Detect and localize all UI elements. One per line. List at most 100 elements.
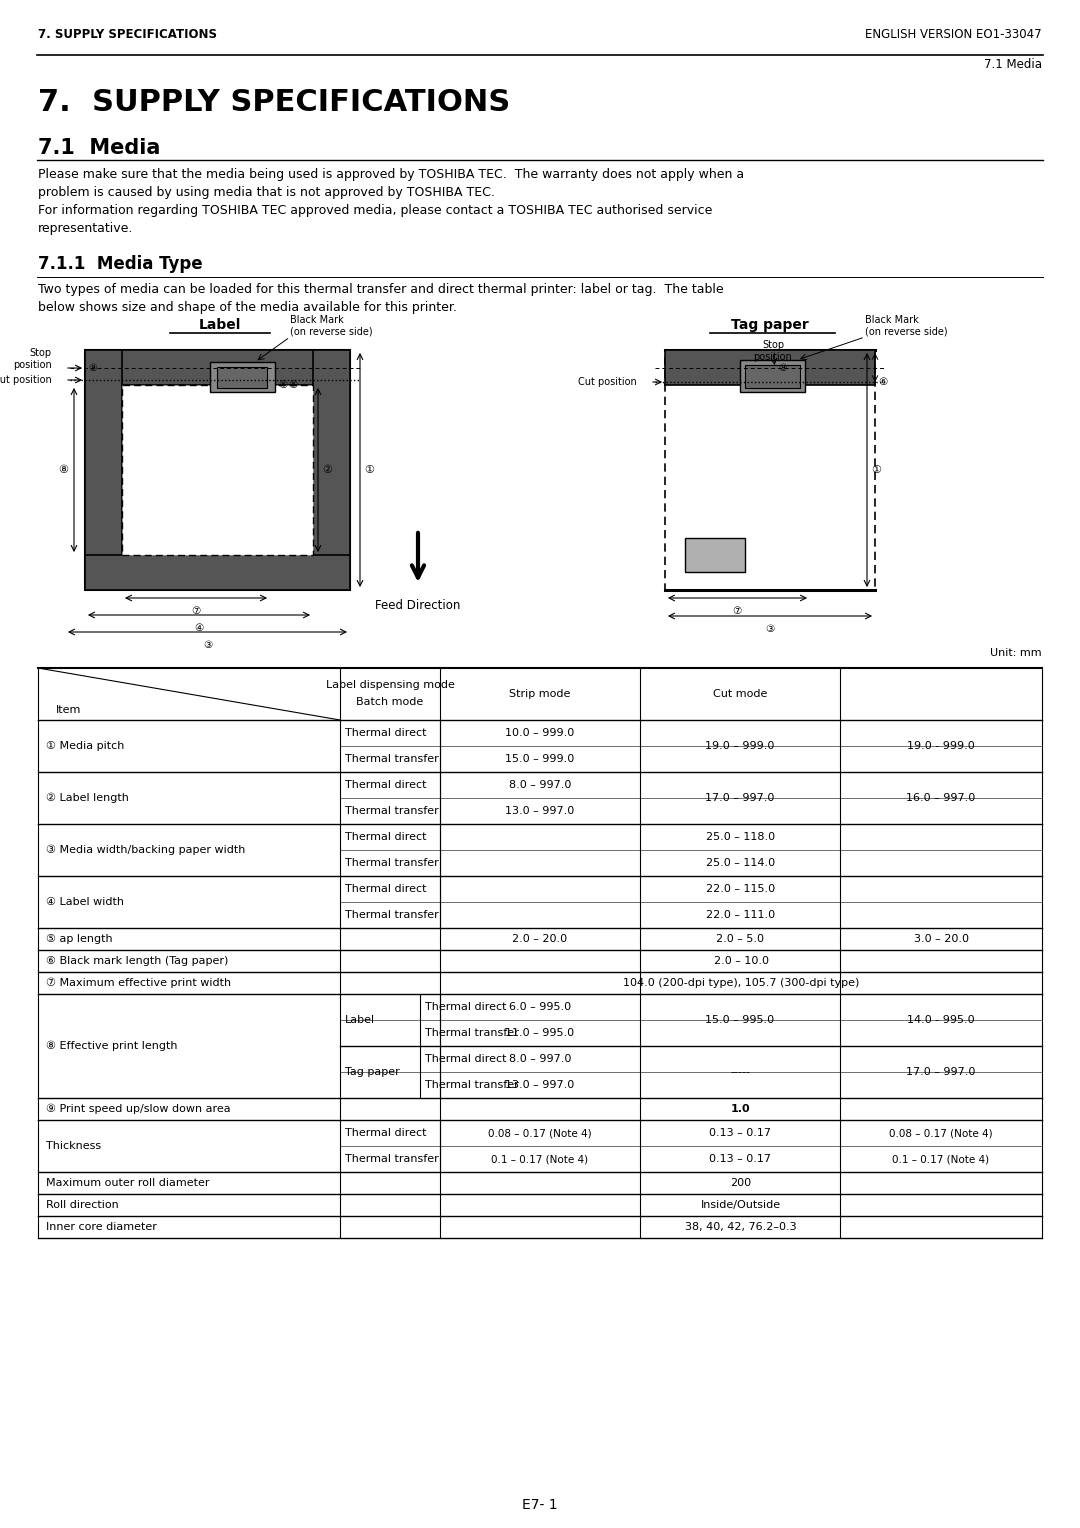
Text: ⑨: ⑨	[87, 364, 97, 373]
Text: 13.0 – 997.0: 13.0 – 997.0	[505, 1080, 575, 1089]
Text: 17.0 – 997.0: 17.0 – 997.0	[705, 793, 774, 804]
Text: E7- 1: E7- 1	[523, 1497, 557, 1513]
Text: 10.0 – 999.0: 10.0 – 999.0	[505, 727, 575, 738]
Text: 104.0 (200-dpi type), 105.7 (300-dpi type): 104.0 (200-dpi type), 105.7 (300-dpi typ…	[623, 978, 860, 989]
Text: ④: ④	[194, 623, 204, 633]
Text: 19.0 - 999.0: 19.0 - 999.0	[907, 741, 975, 750]
Text: Thermal transfer: Thermal transfer	[345, 1154, 438, 1164]
Text: (on reverse side): (on reverse side)	[865, 327, 947, 338]
Text: 7.1 Media: 7.1 Media	[984, 58, 1042, 70]
Bar	[665, 350, 875, 385]
Bar	[210, 362, 275, 393]
Bar	[217, 367, 267, 388]
Text: 0.13 – 0.17: 0.13 – 0.17	[708, 1128, 771, 1138]
Text: 1.0: 1.0	[731, 1105, 751, 1114]
Text: Thermal transfer: Thermal transfer	[345, 753, 438, 764]
Text: 0.1 – 0.17 (Note 4): 0.1 – 0.17 (Note 4)	[491, 1154, 589, 1164]
Text: ⑥ Black mark length (Tag paper): ⑥ Black mark length (Tag paper)	[46, 957, 228, 966]
Text: Feed Direction: Feed Direction	[376, 599, 461, 613]
Bar	[665, 350, 875, 590]
Text: (on reverse side): (on reverse side)	[291, 327, 373, 338]
Text: Thermal transfer: Thermal transfer	[426, 1080, 518, 1089]
Text: Thermal direct: Thermal direct	[426, 1054, 507, 1063]
Bar	[740, 361, 805, 393]
Text: 15.0 – 995.0: 15.0 – 995.0	[705, 1015, 774, 1025]
Text: 14.0 - 995.0: 14.0 - 995.0	[907, 1015, 975, 1025]
Text: 38, 40, 42, 76.2–0.3: 38, 40, 42, 76.2–0.3	[685, 1222, 797, 1232]
Text: ⑨: ⑨	[778, 364, 786, 373]
Bar	[85, 350, 350, 590]
Text: Thermal direct: Thermal direct	[426, 1002, 507, 1012]
Bar	[745, 365, 800, 388]
Bar	[85, 350, 122, 590]
Text: ENGLISH VERSION EO1-33047: ENGLISH VERSION EO1-33047	[865, 28, 1042, 41]
Text: ② Label length: ② Label length	[46, 793, 129, 804]
Bar	[685, 538, 745, 571]
Text: Inside/Outside: Inside/Outside	[701, 1199, 781, 1210]
Text: Two types of media can be loaded for this thermal transfer and direct thermal pr: Two types of media can be loaded for thi…	[38, 283, 724, 313]
Text: Thickness: Thickness	[46, 1141, 102, 1151]
Text: Item: Item	[56, 704, 81, 715]
Text: 8.0 – 997.0: 8.0 – 997.0	[509, 779, 571, 790]
Text: Inner core diameter: Inner core diameter	[46, 1222, 157, 1232]
Bar	[122, 385, 313, 555]
Text: Strip mode: Strip mode	[510, 689, 570, 698]
Text: ⑤ ap length: ⑤ ap length	[46, 934, 112, 944]
Text: ⑧: ⑧	[58, 465, 68, 475]
Text: ③ Media width/backing paper width: ③ Media width/backing paper width	[46, 845, 245, 856]
Text: ⑧ Effective print length: ⑧ Effective print length	[46, 1041, 177, 1051]
Text: Black Mark: Black Mark	[291, 315, 343, 325]
Text: 3.0 – 20.0: 3.0 – 20.0	[914, 934, 969, 944]
Text: 22.0 – 111.0: 22.0 – 111.0	[706, 911, 775, 920]
Text: Thermal transfer: Thermal transfer	[345, 911, 438, 920]
Text: ⑨ Print speed up/slow down area: ⑨ Print speed up/slow down area	[46, 1103, 231, 1114]
Text: 7.1.1  Media Type: 7.1.1 Media Type	[38, 255, 203, 274]
Text: ③: ③	[766, 623, 774, 634]
Text: ⑦: ⑦	[191, 607, 201, 616]
Text: ⑥: ⑥	[878, 377, 888, 387]
Text: 19.0 – 999.0: 19.0 – 999.0	[705, 741, 774, 750]
Text: 25.0 – 118.0: 25.0 – 118.0	[706, 833, 775, 842]
Text: Roll direction: Roll direction	[46, 1199, 119, 1210]
Text: 0.08 – 0.17 (Note 4): 0.08 – 0.17 (Note 4)	[488, 1128, 592, 1138]
Text: ①: ①	[364, 465, 374, 475]
Text: ⑤: ⑤	[288, 380, 297, 390]
Bar	[85, 555, 350, 590]
Text: Label: Label	[345, 1015, 375, 1025]
Text: 22.0 – 115.0: 22.0 – 115.0	[706, 885, 775, 894]
Text: 16.0 – 997.0: 16.0 – 997.0	[906, 793, 975, 804]
Text: ③: ③	[203, 640, 213, 649]
Text: 0.08 – 0.17 (Note 4): 0.08 – 0.17 (Note 4)	[889, 1128, 993, 1138]
Text: 0.13 – 0.17: 0.13 – 0.17	[708, 1154, 771, 1164]
Text: Thermal direct: Thermal direct	[345, 885, 427, 894]
Text: Maximum outer roll diameter: Maximum outer roll diameter	[46, 1178, 210, 1187]
Text: 6.0 – 995.0: 6.0 – 995.0	[509, 1002, 571, 1012]
Text: Thermal transfer: Thermal transfer	[345, 859, 438, 868]
Text: ②: ②	[322, 465, 332, 475]
Text: Please make sure that the media being used is approved by TOSHIBA TEC.  The warr: Please make sure that the media being us…	[38, 168, 744, 235]
Text: 13.0 – 997.0: 13.0 – 997.0	[505, 805, 575, 816]
Text: Unit: mm: Unit: mm	[990, 648, 1042, 659]
Text: Stop
position: Stop position	[13, 348, 52, 370]
Bar	[313, 350, 350, 590]
Text: Label dispensing mode: Label dispensing mode	[325, 680, 455, 691]
Text: 7.  SUPPLY SPECIFICATIONS: 7. SUPPLY SPECIFICATIONS	[38, 89, 510, 118]
Text: 0.1 – 0.17 (Note 4): 0.1 – 0.17 (Note 4)	[892, 1154, 989, 1164]
Text: 7. SUPPLY SPECIFICATIONS: 7. SUPPLY SPECIFICATIONS	[38, 28, 217, 41]
Text: ⑥: ⑥	[278, 380, 287, 390]
Text: ⑦: ⑦	[732, 607, 742, 616]
Text: Batch mode: Batch mode	[356, 697, 423, 707]
Text: 2.0 – 20.0: 2.0 – 20.0	[512, 934, 568, 944]
Text: 8.0 – 997.0: 8.0 – 997.0	[509, 1054, 571, 1063]
Text: 11.0 – 995.0: 11.0 – 995.0	[505, 1028, 575, 1038]
Text: 200: 200	[730, 1178, 752, 1187]
Text: Tag paper: Tag paper	[731, 318, 809, 332]
Text: ① Media pitch: ① Media pitch	[46, 741, 124, 750]
Text: 2.0 – 5.0: 2.0 – 5.0	[716, 934, 764, 944]
Text: ⑦ Maximum effective print width: ⑦ Maximum effective print width	[46, 978, 231, 989]
Bar	[85, 350, 350, 385]
Text: 25.0 – 114.0: 25.0 – 114.0	[706, 859, 775, 868]
Text: 7.1  Media: 7.1 Media	[38, 138, 160, 157]
Text: Cut mode: Cut mode	[713, 689, 767, 698]
Text: Tag paper: Tag paper	[345, 1067, 400, 1077]
